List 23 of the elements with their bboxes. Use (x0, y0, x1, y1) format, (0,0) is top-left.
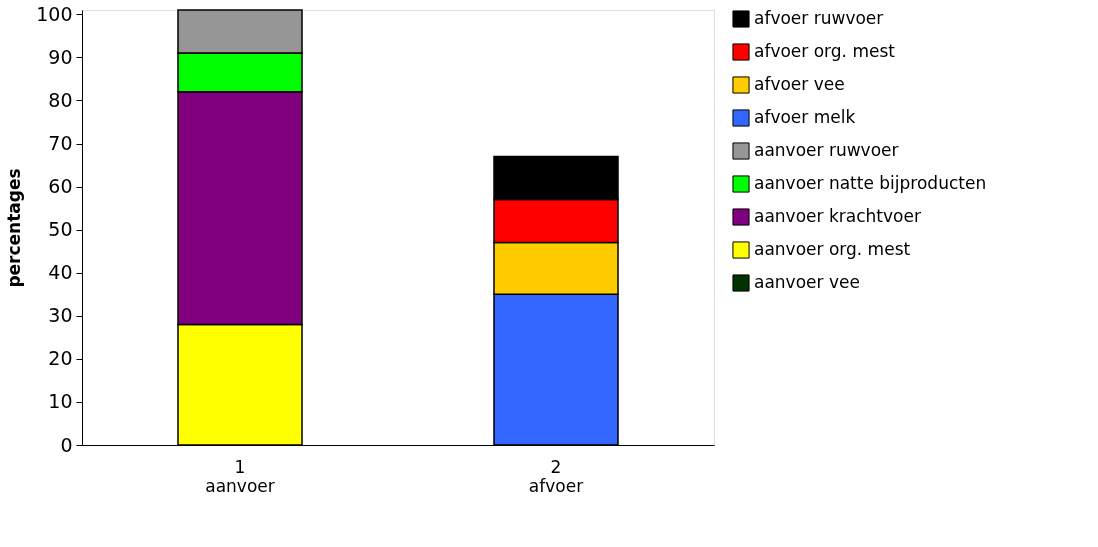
y-tick-label: 100 (36, 2, 73, 25)
y-tick-label: 40 (48, 261, 73, 284)
y-tick-label: 20 (48, 347, 73, 370)
y-tick-label: 60 (48, 175, 73, 198)
legend-label: aanvoer natte bijproducten (754, 173, 987, 193)
y-tick-label: 80 (48, 88, 73, 111)
legend-label: aanvoer krachtvoer (754, 206, 921, 226)
legend-label: aanvoer ruwvoer (754, 140, 899, 160)
legend-label: afvoer melk (754, 107, 856, 127)
legend-label: aanvoer vee (754, 272, 860, 292)
y-axis-title: percentages (4, 168, 25, 288)
x-tick-label: 1 aanvoer (205, 456, 275, 496)
y-tick-label: 30 (48, 304, 73, 327)
x-tick-label: 2 afvoer (528, 456, 584, 496)
legend-label: afvoer org. mest (754, 41, 896, 61)
y-tick-label: 90 (48, 45, 73, 68)
y-tick-label: 10 (48, 390, 73, 413)
y-tick-label: 0 (60, 433, 73, 456)
legend-label: afvoer vee (754, 74, 845, 94)
legend-label: aanvoer org. mest (754, 239, 911, 259)
y-tick-label: 50 (48, 218, 73, 241)
y-tick-label: 70 (48, 132, 73, 155)
legend-label: afvoer ruwvoer (754, 8, 884, 28)
